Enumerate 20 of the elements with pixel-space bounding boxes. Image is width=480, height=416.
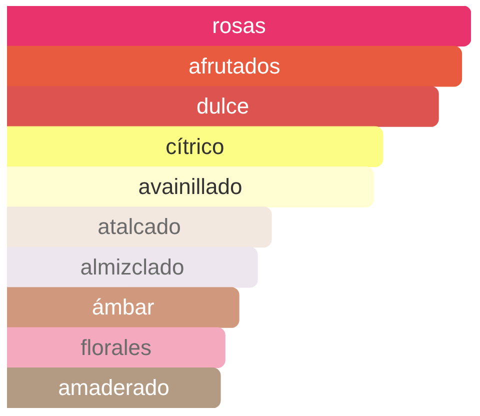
bar	[7, 126, 384, 168]
y-tick-label: florales	[80, 334, 152, 360]
y-tick-label: amaderado	[58, 374, 170, 400]
bar	[7, 46, 462, 87]
y-tick-label: atalcado	[98, 214, 181, 240]
bar	[7, 246, 258, 288]
y-tick-label: dulce	[196, 94, 250, 119]
bar	[7, 327, 226, 368]
y-tick-label: almizclado	[80, 254, 184, 280]
y-tick-label: rosas	[212, 13, 266, 38]
y-tick-label: ámbar	[92, 294, 154, 320]
bar	[7, 86, 439, 127]
y-tick-label: avainillado	[138, 174, 242, 199]
y-tick-label: afrutados	[188, 53, 280, 78]
bar	[7, 6, 471, 47]
bar	[7, 287, 240, 328]
bar	[7, 166, 374, 208]
bar	[7, 367, 221, 408]
bar	[7, 206, 272, 248]
y-tick-label: cítrico	[166, 134, 224, 159]
